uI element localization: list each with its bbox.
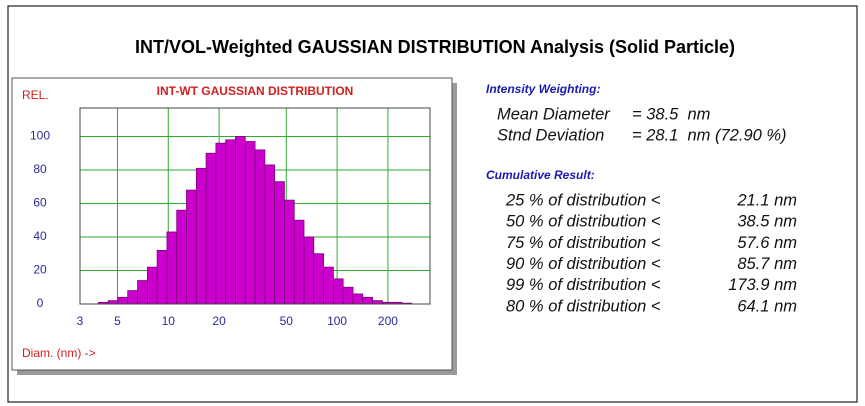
bar	[372, 300, 383, 305]
bar	[303, 236, 315, 305]
bar	[215, 142, 227, 305]
stat-value: 21.1 nm	[736, 191, 797, 209]
stat-label: Stnd Deviation	[497, 126, 604, 144]
bar	[352, 293, 364, 305]
bar	[205, 152, 217, 305]
bar	[235, 136, 246, 305]
bar	[137, 280, 148, 305]
bar	[176, 209, 187, 305]
stat-value: 64.1 nm	[737, 297, 797, 315]
bar	[293, 219, 305, 305]
y-tick-label: 0	[37, 296, 44, 310]
bar	[225, 139, 236, 305]
section-heading: Cumulative Result:	[486, 168, 595, 182]
x-tick-label: 5	[114, 314, 121, 328]
stat-label: Mean Diameter	[497, 105, 611, 123]
x-tick-label: 3	[77, 314, 84, 328]
frame	[7, 5, 858, 403]
bar	[284, 199, 295, 305]
bar	[332, 278, 344, 305]
chart-title: INT-WT GAUSSIAN DISTRIBUTION	[157, 84, 354, 98]
x-tick-label: 50	[280, 314, 294, 328]
bar	[117, 296, 129, 305]
bar	[146, 266, 158, 305]
report-title: INT/VOL-Weighted GAUSSIAN DISTRIBUTION A…	[135, 37, 735, 57]
stat-label: 50 % of distribution <	[506, 213, 661, 231]
stat-value: = 38.5 nm	[632, 105, 710, 123]
bar	[156, 249, 168, 305]
stat-value: 38.5 nm	[737, 213, 797, 231]
y-tick-label: 80	[33, 162, 47, 176]
y-tick-label: 40	[33, 229, 47, 243]
cumulative-rows: 25 % of distribution < 21.1 nm 50 % of dis…	[505, 191, 797, 315]
bar	[342, 286, 354, 305]
stat-label: 90 % of distribution <	[506, 255, 661, 273]
plot-border	[79, 107, 431, 305]
stat-value: 85.7 nm	[737, 255, 797, 273]
bar	[362, 296, 373, 305]
bar	[313, 253, 325, 305]
bar	[323, 266, 334, 305]
y-tick-label: 20	[33, 263, 47, 277]
y-axis-label: REL.	[22, 88, 49, 102]
bar	[186, 189, 197, 305]
bar	[274, 181, 285, 305]
y-tick-label: 100	[30, 129, 50, 143]
bar	[254, 149, 266, 305]
bar	[264, 164, 276, 305]
stat-label: 80 % of distribution <	[506, 297, 661, 315]
bar	[244, 141, 256, 305]
bar	[166, 231, 178, 305]
x-tick-label: 20	[212, 314, 226, 328]
stat-label: 25 % of distribution <	[505, 191, 661, 209]
x-tick-label: 100	[327, 314, 347, 328]
y-tick-label: 60	[33, 196, 47, 210]
stat-value: 57.6 nm	[737, 234, 797, 252]
x-tick-label: 10	[162, 314, 176, 328]
stat-value: 173.9 nm	[728, 276, 797, 294]
stat-value: = 28.1 nm (72.90 %)	[632, 126, 787, 144]
stat-label: 99 % of distribution <	[506, 276, 661, 294]
bar	[127, 290, 138, 305]
bar	[195, 167, 207, 305]
x-tick-label: 200	[378, 314, 398, 328]
x-axis-label: Diam. (nm) ->	[22, 346, 96, 360]
section-heading: Intensity Weighting:	[486, 82, 600, 96]
stat-label: 75 % of distribution <	[506, 234, 661, 252]
bar	[107, 300, 119, 305]
